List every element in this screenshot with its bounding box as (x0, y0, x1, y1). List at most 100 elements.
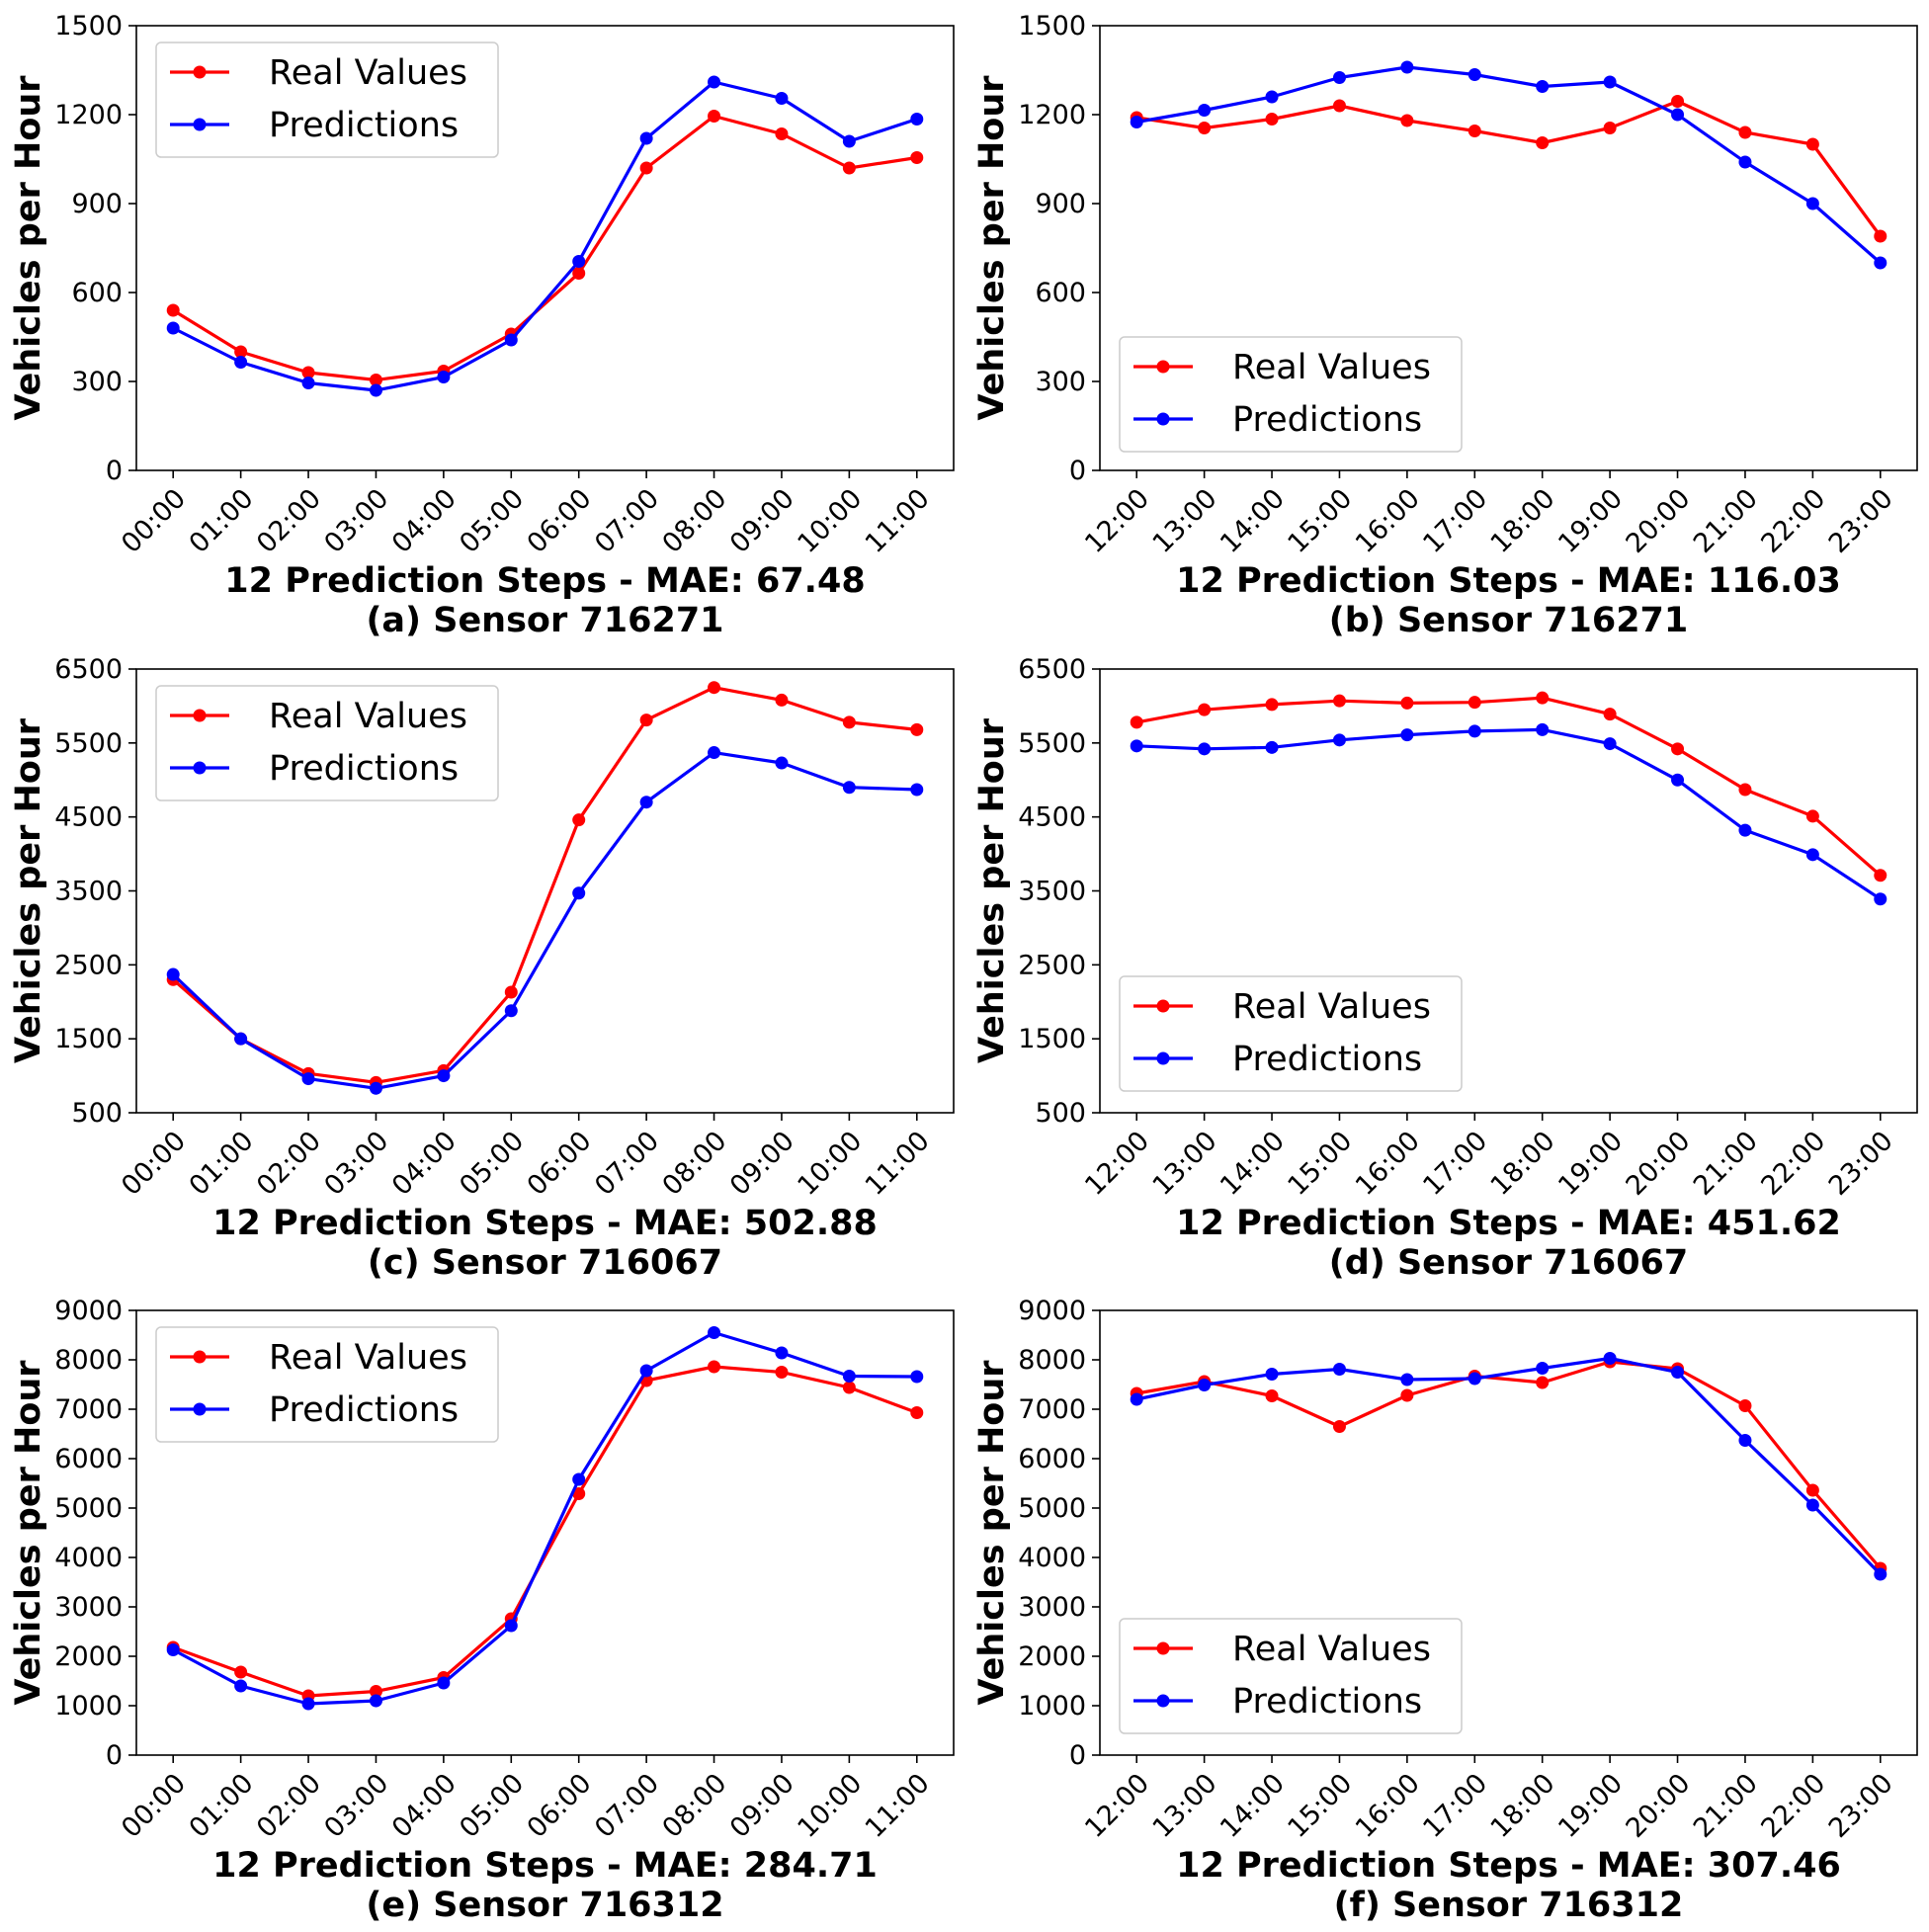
y-tick-label: 300 (1035, 367, 1086, 397)
data-point-real (842, 1381, 856, 1394)
y-tick-label: 7000 (54, 1394, 123, 1425)
y-tick-label: 0 (1069, 456, 1086, 486)
data-point-real (639, 714, 653, 727)
y-tick-label: 300 (71, 367, 123, 397)
data-point-pred (504, 1004, 518, 1018)
x-tick-label: 02:00 (251, 1768, 327, 1844)
x-tick-label: 11:00 (860, 1126, 936, 1202)
data-point-pred (572, 1472, 586, 1486)
x-axis-label: 12 Prediction Steps - MAE: 502.88 (212, 1204, 878, 1243)
data-point-pred (301, 1697, 315, 1711)
data-point-pred (775, 92, 789, 105)
x-tick-label: 07:00 (589, 483, 665, 559)
y-axis-label: Vehicles per Hour (9, 1360, 48, 1706)
data-point-real (1198, 122, 1212, 134)
plot-frame (1099, 25, 1918, 471)
y-tick-label: 6500 (1018, 654, 1086, 685)
y-tick-label: 1000 (54, 1691, 123, 1722)
x-tick-label: 01:00 (184, 483, 260, 559)
data-point-real (572, 267, 586, 280)
legend-swatch-marker (1156, 999, 1170, 1013)
x-axis-label: 12 Prediction Steps - MAE: 284.71 (212, 1846, 878, 1886)
data-point-pred (437, 371, 451, 383)
data-point-real (708, 681, 721, 695)
data-point-real (1198, 703, 1212, 716)
x-tick-label: 08:00 (657, 1126, 733, 1202)
panel-caption: (b) Sensor 716271 (1329, 601, 1689, 640)
x-tick-label: 15:00 (1282, 1126, 1358, 1202)
data-point-pred (1536, 1362, 1550, 1375)
x-axis-label: 12 Prediction Steps - MAE: 451.62 (1176, 1204, 1841, 1243)
data-point-pred (1198, 742, 1212, 756)
data-point-real (1536, 691, 1550, 705)
data-point-pred (1671, 108, 1685, 122)
y-tick-label: 5500 (1018, 728, 1086, 759)
chart-panel-6: 0 1000 2000 3000 4000 5000 6000 7000 8000 9000 12:… (972, 1296, 1918, 1925)
x-tick-label: 17:00 (1417, 1768, 1493, 1844)
y-tick-label: 3500 (54, 877, 123, 907)
legend-box (155, 1326, 499, 1443)
y-tick-label: 6500 (54, 654, 123, 685)
x-tick-label: 13:00 (1147, 483, 1223, 559)
x-tick-label: 18:00 (1485, 483, 1561, 559)
data-point-pred (1130, 1392, 1143, 1406)
data-point-real (1874, 229, 1887, 243)
chart-panel-5: 0 1000 2000 3000 4000 5000 6000 7000 8000 9000 00:… (9, 1296, 955, 1925)
data-point-real (708, 110, 721, 123)
x-tick-label: 10:00 (792, 483, 868, 559)
y-axis-label: Vehicles per Hour (972, 1360, 1012, 1706)
data-point-real (369, 374, 382, 386)
data-point-pred (1874, 1567, 1887, 1581)
legend-swatch-marker (193, 118, 207, 131)
legend-entry: Predictions (269, 749, 459, 789)
data-point-pred (1738, 823, 1752, 837)
legend-swatch-marker (1156, 1051, 1170, 1065)
data-point-real (910, 151, 924, 164)
y-tick-label: 500 (71, 1098, 123, 1129)
legend-box (1119, 336, 1463, 453)
data-point-real (1603, 122, 1617, 134)
data-point-pred (1130, 116, 1143, 128)
y-axis-label: Vehicles per Hour (9, 717, 48, 1063)
x-tick-label: 21:00 (1688, 483, 1764, 559)
legend: Real Values Predictions (1119, 336, 1463, 453)
y-tick-label: 5000 (54, 1493, 123, 1524)
legend-entry: Predictions (1232, 400, 1422, 440)
x-tick-label: 19:00 (1552, 1126, 1629, 1202)
y-tick-label: 4500 (54, 802, 123, 833)
x-tick-label: 19:00 (1552, 1768, 1629, 1844)
chart-panel-1: 0 300 600 900 1200 1500 00:0001:0002:0003:0004… (9, 11, 955, 640)
legend: Real Values Predictions (155, 1326, 499, 1443)
data-point-real (775, 693, 789, 707)
data-point-pred (910, 783, 924, 797)
y-tick-label: 1000 (1018, 1691, 1086, 1722)
x-tick-label: 23:00 (1823, 1768, 1899, 1844)
x-tick-label: 07:00 (589, 1768, 665, 1844)
data-point-real (910, 722, 924, 736)
data-point-pred (1738, 155, 1752, 169)
data-point-pred (708, 75, 721, 89)
x-tick-label: 06:00 (522, 1126, 598, 1202)
x-tick-label: 23:00 (1823, 1126, 1899, 1202)
chart-panel-4: 500 1500 2500 3500 4500 5500 6500 12:0013:0014:… (972, 654, 1918, 1283)
data-point-pred (234, 356, 248, 369)
legend-swatch-marker (193, 65, 207, 79)
x-tick-label: 22:00 (1755, 1768, 1831, 1844)
legend-swatch-marker (193, 761, 207, 775)
series-line-pred (172, 750, 917, 1090)
data-point-pred (1603, 1352, 1617, 1365)
data-point-real (1332, 99, 1346, 113)
x-tick-label: 08:00 (657, 1768, 733, 1844)
legend-swatch-marker (1156, 360, 1170, 374)
chart-panel-3: 500 1500 2500 3500 4500 5500 6500 00:0001:0002:… (9, 654, 955, 1283)
x-tick-label: 23:00 (1823, 483, 1899, 559)
x-tick-label: 00:00 (116, 483, 192, 559)
x-tick-label: 12:00 (1079, 483, 1155, 559)
data-point-real (1332, 694, 1346, 708)
series-line-real (1135, 99, 1883, 237)
x-tick-label: 22:00 (1755, 1126, 1831, 1202)
data-point-real (1874, 869, 1887, 882)
y-tick-label: 3500 (1018, 877, 1086, 907)
legend-entry: Real Values (1232, 348, 1431, 387)
series-line-real (172, 686, 917, 1084)
